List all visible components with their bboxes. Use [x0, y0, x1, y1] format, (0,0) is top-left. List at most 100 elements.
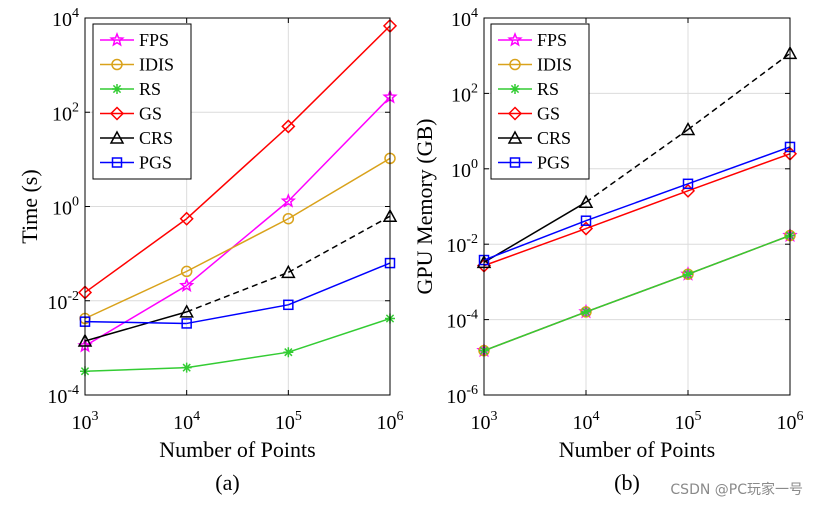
series-line-rs [288, 317, 391, 353]
legend-marker-crs [109, 130, 125, 144]
series-gs [77, 18, 398, 300]
x-axis-label: Number of Points [559, 437, 715, 462]
data-point-rs [581, 306, 591, 317]
series-line-crs [585, 128, 689, 203]
data-point-crs [281, 264, 296, 279]
y-tick-label: 10-2 [446, 232, 478, 257]
legend-marker-idis [509, 58, 521, 71]
x-tick-label: 105 [675, 409, 702, 434]
data-point-gs [281, 119, 296, 134]
watermark: CSDN @PC玩家一号 [670, 481, 803, 498]
legend-box [92, 23, 192, 180]
data-point-idis [180, 265, 193, 278]
legend-label-crs: CRS [139, 128, 173, 148]
legend-label-idis: IDIS [139, 55, 174, 75]
series-line-pgs [483, 220, 587, 261]
data-point-pgs [181, 318, 192, 329]
series-line-rs [483, 311, 587, 352]
series-line-rs [186, 351, 289, 369]
legend-marker-gs [109, 106, 125, 121]
series-line-rs [687, 234, 791, 275]
y-tick-label: 100 [451, 157, 478, 182]
legend-marker-crs [507, 130, 523, 144]
legend-label-crs: CRS [537, 128, 571, 148]
x-tick-label: 106 [777, 409, 804, 434]
x-tick-label: 103 [471, 409, 498, 434]
series-line-pgs [585, 183, 689, 222]
panel-label: (b) [614, 470, 640, 495]
legend-marker-pgs [509, 157, 521, 168]
series-pgs [79, 257, 396, 329]
legend-label-fps: FPS [139, 30, 169, 50]
y-tick-label: 102 [52, 100, 79, 125]
series-line-fps [287, 96, 391, 202]
series-line-pgs [687, 146, 791, 185]
legend-label-fps: FPS [537, 30, 567, 50]
y-tick-label: 100 [52, 195, 79, 220]
legend-label-pgs: PGS [537, 153, 570, 173]
y-tick-label: 10-4 [446, 308, 478, 333]
series-line-rs [84, 366, 187, 372]
x-axis-label: Number of Points [159, 437, 315, 462]
data-point-gs [179, 211, 194, 226]
series-line-fps [186, 200, 289, 287]
axes-box [483, 17, 791, 396]
series-line-gs [585, 190, 689, 230]
series-line-crs [687, 52, 791, 131]
legend-box [490, 23, 590, 180]
x-tick-label: 105 [275, 409, 302, 434]
data-point-crs [578, 194, 594, 208]
legend-marker-gs [507, 106, 523, 121]
data-point-fps [179, 277, 195, 293]
data-point-rs [683, 269, 693, 280]
y-tick-label: 10-6 [446, 383, 478, 408]
legend-marker-fps [109, 31, 125, 47]
series-line-crs [84, 311, 187, 342]
data-point-crs [179, 304, 194, 318]
series-line-gs [483, 227, 587, 267]
legend-marker-rs [112, 84, 122, 94]
y-tick-label: 10-4 [47, 383, 79, 408]
series-line-crs [483, 201, 587, 263]
y-tick-label: 104 [52, 6, 79, 31]
data-point-rs [283, 347, 294, 358]
series-line-pgs [288, 262, 391, 306]
data-point-pgs [580, 215, 592, 226]
data-point-fps [280, 193, 296, 208]
series-line-gs [287, 25, 391, 127]
series-line-gs [186, 125, 289, 220]
y-tick-label: 10-2 [47, 289, 79, 314]
legend-marker-fps [507, 31, 523, 47]
data-point-pgs [283, 299, 294, 311]
x-tick-label: 104 [573, 409, 600, 434]
data-point-gs [578, 221, 594, 236]
legend: FPS IDIS RS GS CRS PGS [92, 23, 192, 180]
series-line-idis [186, 218, 289, 273]
series-line-gs [84, 218, 188, 294]
x-tick-label: 103 [72, 409, 99, 434]
data-point-idis [282, 212, 295, 225]
legend-label-rs: RS [139, 79, 161, 99]
panel-label: (a) [215, 470, 239, 495]
series-line-idis [84, 270, 187, 320]
legend-marker-rs [510, 84, 520, 94]
legend-label-idis: IDIS [537, 55, 572, 75]
series-line-gs [687, 153, 791, 192]
legend-label-rs: RS [537, 79, 559, 99]
panel-gpu-memory: 103 104 105 106 10-6 10-4 10-2 100 102 104 Number … [412, 6, 804, 495]
y-axis-label: Time (s) [17, 169, 42, 243]
x-tick-label: 106 [377, 409, 404, 434]
series-line-idis [287, 157, 391, 220]
data-point-crs [680, 121, 696, 136]
legend-marker-idis [111, 58, 123, 71]
panel-time: 103 104 105 106 10-4 10-2 100 102 104 Number of P… [17, 6, 404, 495]
legend-label-gs: GS [139, 104, 162, 124]
data-point-rs [181, 362, 192, 373]
legend: FPS IDIS RS GS CRS PGS [490, 23, 590, 180]
y-tick-label: 104 [451, 6, 478, 31]
y-tick-label: 102 [451, 81, 478, 106]
series-line-rs [585, 273, 689, 313]
legend-marker-pgs [111, 157, 123, 168]
data-point-pgs [682, 178, 694, 190]
